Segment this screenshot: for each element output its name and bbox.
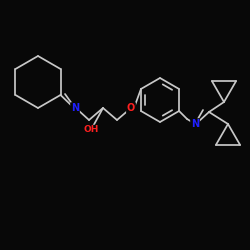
Text: O: O	[127, 103, 135, 113]
Text: N: N	[191, 119, 199, 129]
Text: N: N	[71, 103, 79, 113]
Text: OH: OH	[83, 126, 99, 134]
